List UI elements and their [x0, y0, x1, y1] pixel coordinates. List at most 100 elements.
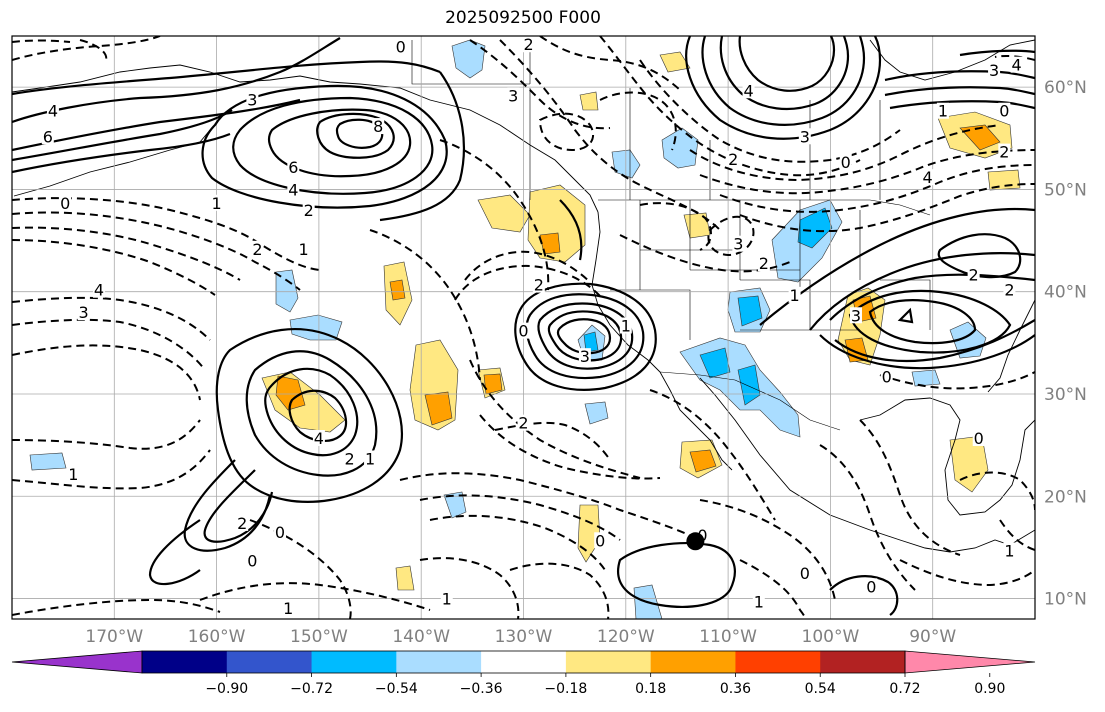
contour-label: 3 — [733, 235, 743, 254]
contour-positive — [884, 86, 1035, 97]
colorbar-tick-label: −0.90 — [205, 681, 248, 697]
contour-negative — [859, 419, 961, 556]
contour-negative — [689, 124, 1001, 182]
contour-negative — [12, 226, 241, 281]
contour-label: 1 — [621, 317, 631, 336]
contour-negative — [879, 371, 1035, 390]
contour-label: 4 — [288, 180, 298, 199]
patch-light-blue — [29, 452, 67, 471]
contour-negative — [739, 559, 807, 619]
contour-label: 4 — [314, 429, 324, 448]
province-lines — [529, 88, 881, 200]
colorbar-segment — [311, 651, 397, 673]
contour-positive — [897, 307, 914, 324]
contour-positive — [556, 318, 612, 355]
contour-label-bg — [210, 194, 223, 211]
colorbar-tick-label: −0.36 — [460, 681, 503, 697]
patch-light-yellow — [659, 51, 691, 73]
colorbar-segment — [735, 651, 821, 673]
contour-label: 0 — [882, 368, 892, 387]
colorbar-tick-label: 0.90 — [974, 681, 1005, 697]
contour-negative — [469, 39, 611, 130]
contour-label: 4 — [922, 168, 932, 187]
contour-label-bg — [77, 304, 90, 321]
contour-label: 1 — [283, 599, 293, 618]
contour-negative — [639, 59, 901, 163]
contour-label-bg — [727, 150, 740, 167]
colorbar-tick-label: −0.72 — [290, 681, 333, 697]
map-title: 2025092500 F000 — [445, 8, 601, 28]
contour-positive — [316, 112, 395, 159]
contour-label-bg — [343, 450, 356, 467]
contour-label-bg — [364, 450, 377, 467]
contour-positive — [685, 36, 882, 140]
contour-positive — [288, 389, 348, 442]
contour-positive — [12, 37, 341, 124]
patch-deep-sky-blue — [737, 295, 763, 327]
contour-negative — [538, 112, 595, 152]
patch-light-yellow — [395, 565, 415, 591]
contour-label-bg — [798, 565, 811, 582]
contour-label: 8 — [373, 117, 383, 136]
colorbar-segment — [650, 651, 736, 673]
contour-label: 2 — [728, 150, 738, 169]
contour-label-bg — [849, 307, 862, 324]
contour-positive — [701, 36, 866, 126]
contour-negative — [494, 421, 611, 461]
contour-label-bg — [517, 414, 530, 431]
contour-label-bg — [394, 38, 407, 55]
coastline-gulf — [859, 397, 1035, 516]
contour-negative — [599, 36, 861, 177]
colorbar-segment — [396, 651, 482, 673]
contour-label: 0 — [974, 429, 984, 448]
contour-label: 0 — [800, 564, 810, 583]
colorbar-tick-label: 0.54 — [805, 681, 836, 697]
contour-positive — [245, 350, 378, 477]
lon-tick-label: 100°W — [802, 627, 860, 647]
contour-negative — [639, 202, 712, 251]
contour-label-bg — [839, 153, 852, 170]
contour-label-bg — [302, 201, 315, 218]
contour-positive — [537, 302, 634, 370]
patch-deep-sky-blue — [583, 331, 599, 353]
contour-label-bg — [67, 465, 80, 482]
patch-light-blue — [661, 127, 699, 169]
patch-deep-sky-blue — [737, 364, 761, 406]
contour-positive — [848, 289, 1012, 354]
contour-label-bg — [757, 255, 770, 272]
contour-positive — [215, 328, 403, 503]
contour-label-bg — [619, 317, 632, 334]
coastline-atlantic — [987, 299, 1035, 393]
colorbar-segment — [820, 651, 906, 673]
contour-label-bg — [998, 102, 1011, 119]
contour-positive — [547, 310, 623, 362]
lon-tick-label: 130°W — [495, 627, 553, 647]
lat-tick-labels: 60°N 50°N 40°N 30°N 20°N 10°N — [1044, 78, 1087, 609]
patch-orange — [959, 124, 1001, 151]
contour-label: 1 — [212, 194, 222, 213]
contour-negative — [994, 55, 1035, 61]
contour-label-bg — [752, 593, 765, 610]
contour-label-bg — [1003, 542, 1016, 559]
contour-label-bg — [59, 194, 72, 211]
contour-label-bg — [742, 82, 755, 99]
contour-label: 2 — [1004, 281, 1014, 300]
patch-orange — [424, 391, 453, 426]
contour-label-bg — [287, 158, 300, 175]
contour-negative — [509, 562, 610, 619]
contour-positive — [12, 132, 231, 174]
contour-negative — [619, 234, 791, 273]
lon-tick-label: 160°W — [188, 627, 246, 647]
contour-negative — [959, 471, 1035, 511]
contour-label-bg — [282, 599, 295, 616]
contour-label-bg — [312, 430, 325, 447]
contour-label-bg — [236, 514, 249, 531]
contour-label-bg — [594, 532, 607, 549]
contour-negative — [819, 444, 916, 591]
coastline-baja — [659, 371, 733, 471]
patch-light-yellow — [683, 212, 711, 239]
patch-light-blue — [911, 369, 941, 387]
